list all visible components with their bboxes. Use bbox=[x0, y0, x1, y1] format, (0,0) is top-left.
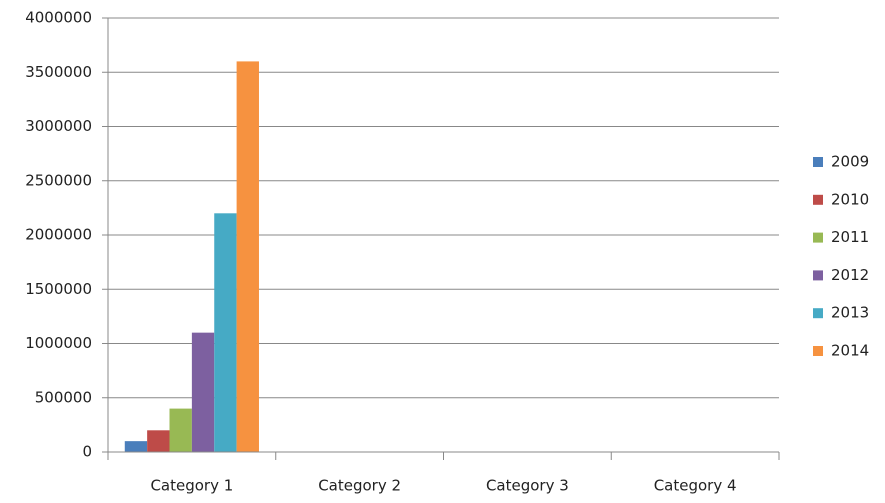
legend-label: 2012 bbox=[831, 266, 869, 284]
x-tick-label: Category 2 bbox=[318, 477, 401, 495]
bar bbox=[214, 213, 237, 452]
legend-label: 2011 bbox=[831, 228, 869, 246]
legend-swatch bbox=[813, 308, 823, 319]
y-tick-label: 2500000 bbox=[25, 171, 92, 189]
y-tick-label: 500000 bbox=[35, 388, 92, 406]
bar bbox=[191, 332, 215, 452]
y-tick-label: 2000000 bbox=[25, 226, 92, 244]
x-tick-label: Category 1 bbox=[150, 477, 233, 495]
bar bbox=[124, 441, 148, 452]
bar bbox=[147, 430, 170, 452]
y-tick-label: 3000000 bbox=[25, 117, 92, 135]
legend-label: 2014 bbox=[831, 342, 869, 360]
legend-swatch bbox=[813, 232, 823, 243]
y-tick-label: 4000000 bbox=[25, 9, 92, 27]
x-tick-label: Category 4 bbox=[654, 477, 737, 495]
legend-label: 2013 bbox=[831, 304, 869, 322]
bar bbox=[169, 408, 192, 452]
legend-swatch bbox=[813, 194, 823, 205]
legend-swatch bbox=[813, 157, 823, 167]
legend-swatch bbox=[813, 270, 823, 281]
legend-label: 2010 bbox=[831, 190, 869, 208]
x-tick-label: Category 3 bbox=[486, 477, 569, 495]
y-tick-label: 3500000 bbox=[25, 63, 92, 81]
legend-label: 2009 bbox=[831, 153, 869, 171]
y-tick-label: 1000000 bbox=[25, 334, 92, 352]
legend-swatch bbox=[813, 346, 823, 356]
y-tick-label: 1500000 bbox=[25, 280, 92, 298]
bar bbox=[236, 61, 259, 453]
y-tick-label: 0 bbox=[82, 443, 92, 461]
